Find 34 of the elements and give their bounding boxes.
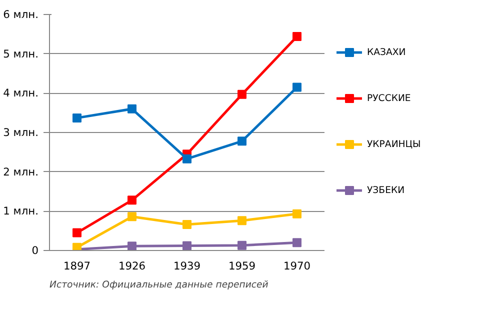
point xyxy=(128,196,136,205)
point xyxy=(238,136,246,146)
x-tick-label: 1970 xyxy=(283,260,311,272)
legend-label: КАЗАХИ xyxy=(367,46,406,58)
point xyxy=(128,104,136,114)
point xyxy=(182,241,192,250)
point xyxy=(72,113,82,122)
x-tick-label: 1939 xyxy=(173,260,201,272)
y-tick-label: 3 млн. xyxy=(3,126,39,139)
y-tick-label: 0 xyxy=(32,244,39,257)
point xyxy=(238,240,246,250)
point xyxy=(72,228,82,238)
point xyxy=(128,212,136,222)
legend-label: УКРАИНЦЫ xyxy=(367,138,421,150)
y-tick-label: 5 млн. xyxy=(3,47,39,60)
point xyxy=(128,242,136,250)
text: Источник: Официальные данные переписей xyxy=(50,280,268,290)
x-tick-label: 1926 xyxy=(118,260,146,272)
point xyxy=(238,90,246,99)
point xyxy=(182,154,192,164)
y-tick-label: 6 млн. xyxy=(3,8,39,21)
point xyxy=(292,238,302,248)
x-tick-label: 1897 xyxy=(63,260,91,272)
y-tick-label: 1 млн. xyxy=(3,204,39,218)
legend-label: РУССКИЕ xyxy=(367,92,411,104)
x-tick-label: 1959 xyxy=(228,260,256,272)
point xyxy=(292,32,302,42)
legend-label: УЗБЕКИ xyxy=(367,184,405,196)
y-tick-label: 2 млн. xyxy=(3,165,39,178)
point xyxy=(238,216,246,226)
point xyxy=(292,82,302,92)
y-tick-label: 4 млн. xyxy=(3,86,39,100)
point xyxy=(292,209,302,218)
point xyxy=(182,220,192,230)
